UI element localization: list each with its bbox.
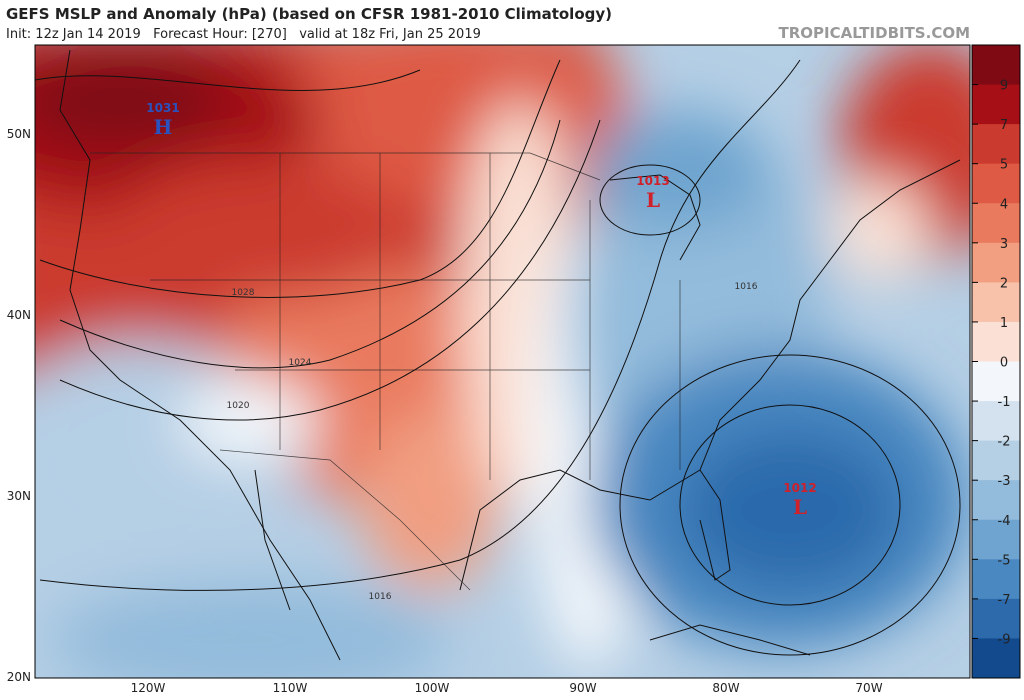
colorbar-cell <box>972 124 1020 165</box>
lon-label: 70W <box>855 681 882 695</box>
colorbar-cell <box>972 480 1020 521</box>
lon-label: 110W <box>273 681 308 695</box>
colorbar-cell <box>972 242 1020 283</box>
colorbar-cell <box>972 519 1020 560</box>
colorbar-cell <box>972 361 1020 402</box>
colorbar-label: -1 <box>998 395 1011 410</box>
contour-label: 1020 <box>227 401 250 411</box>
lon-label: 100W <box>415 681 450 695</box>
contour-label: 1024 <box>289 358 312 368</box>
center-value: 1012 <box>783 481 816 495</box>
colorbar-cell <box>972 203 1020 244</box>
contour-label: 1016 <box>369 592 392 602</box>
colorbar-label: 3 <box>1000 237 1008 252</box>
colorbar-label: 0 <box>1000 356 1008 371</box>
borders <box>90 152 681 591</box>
watermark: TROPICALTIDBITS.COM <box>779 24 971 42</box>
lon-label: 90W <box>569 681 596 695</box>
colorbar-cell <box>972 45 1020 86</box>
center-symbol: L <box>646 188 660 212</box>
colorbar-label: -5 <box>998 553 1011 568</box>
lat-labels: 50N 40N 30N 20N <box>7 127 31 684</box>
lat-label: 30N <box>7 489 31 503</box>
pressure-centers: 1031 H 1013 L 1012 L <box>146 101 816 519</box>
coastlines <box>59 49 961 661</box>
colorbar-label: 7 <box>1000 118 1008 133</box>
colorbar-cell <box>972 638 1020 679</box>
colorbar: 9 7 5 4 3 2 1 0 -1 -2 -3 -4 -5 -7 -9 <box>971 44 1021 679</box>
subtitle: Init: 12z Jan 14 2019 Forecast Hour: [27… <box>6 27 481 42</box>
lat-label: 20N <box>7 670 31 684</box>
colorbar-label: 2 <box>1000 276 1008 291</box>
isobars <box>35 59 961 656</box>
colorbar-label: -4 <box>998 514 1011 529</box>
colorbar-label: -2 <box>998 435 1011 450</box>
lon-label: 80W <box>712 681 739 695</box>
center-symbol: H <box>154 115 173 139</box>
map-frame <box>34 44 971 679</box>
colorbar-label: -7 <box>998 593 1011 608</box>
anomaly-field <box>35 45 970 678</box>
colorbar-label: -3 <box>998 474 1011 489</box>
lon-label: 120W <box>131 681 166 695</box>
colorbar-label: 4 <box>1000 197 1008 212</box>
colorbar-label: -9 <box>998 632 1011 647</box>
colorbar-label: 1 <box>1000 316 1008 331</box>
center-symbol: L <box>793 495 807 519</box>
lat-label: 40N <box>7 308 31 322</box>
contour-label: 1016 <box>735 282 758 292</box>
contour-label: 1028 <box>232 288 255 298</box>
colorbar-cell <box>972 598 1020 639</box>
center-value: 1013 <box>636 174 669 188</box>
colorbar-cell <box>972 84 1020 125</box>
colorbar-label: 9 <box>1000 79 1008 94</box>
colorbar-cell <box>972 321 1020 362</box>
lon-labels: 120W 110W 100W 90W 80W 70W <box>131 681 883 695</box>
title: GEFS MSLP and Anomaly (hPa) (based on CF… <box>6 5 612 23</box>
colorbar-cell <box>972 559 1020 600</box>
colorbar-cell <box>972 163 1020 204</box>
colorbar-cell <box>972 440 1020 481</box>
colorbar-cell <box>972 282 1020 323</box>
center-value: 1031 <box>146 101 179 115</box>
colorbar-label: 5 <box>1000 158 1008 173</box>
lat-label: 50N <box>7 127 31 141</box>
colorbar-cell <box>972 401 1020 442</box>
contour-labels: 1028 1024 1020 1016 1016 <box>227 282 758 602</box>
